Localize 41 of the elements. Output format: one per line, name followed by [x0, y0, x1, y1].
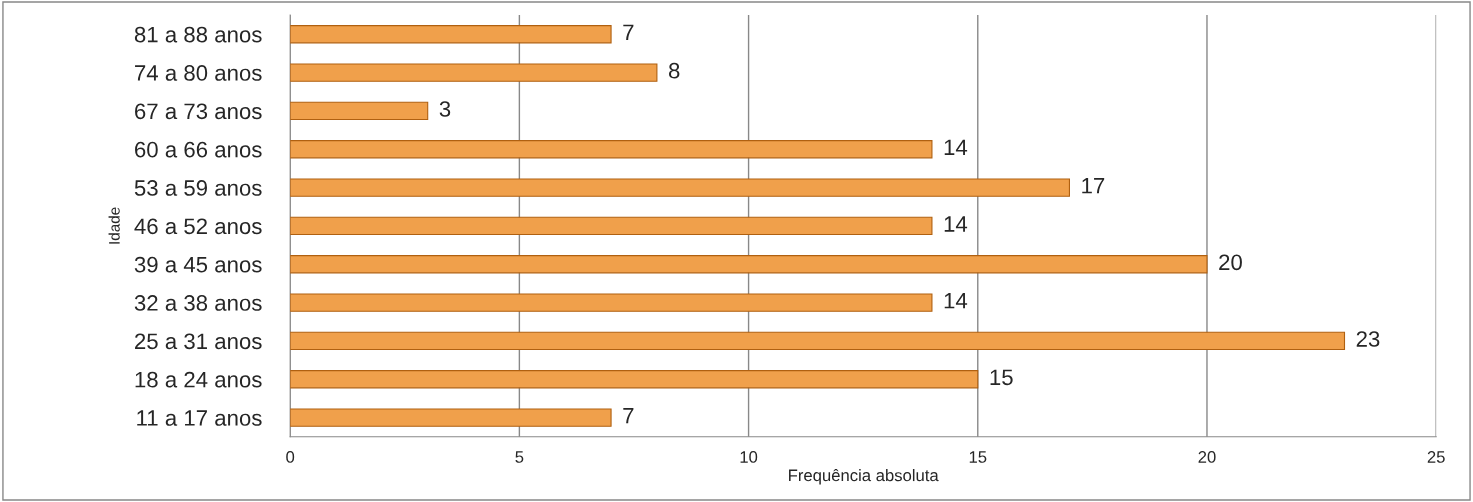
- bar: [290, 216, 933, 236]
- bar: [290, 140, 933, 159]
- data-label: 17: [1082, 178, 1105, 194]
- x-tick-label: 25: [1427, 451, 1445, 463]
- y-tick-label: 18 a 24 anos: [135, 371, 262, 388]
- y-tick-label: 11 a 17 anos: [137, 410, 262, 426]
- y-tick-label: 81 a 88 anos: [134, 26, 262, 43]
- y-tick-label: 60 a 66 anos: [135, 141, 262, 158]
- y-tick-label: 25 a 31 anos: [135, 333, 262, 350]
- data-label: 14: [944, 293, 968, 309]
- y-tick-label: 32 a 38 anos: [134, 295, 262, 311]
- x-axis-title: Frequência absoluta: [789, 468, 939, 485]
- bar: [290, 408, 612, 427]
- data-label: 14: [944, 216, 968, 232]
- y-tick-label: 53 a 59 anos: [134, 180, 262, 196]
- data-label: 23: [1356, 331, 1380, 347]
- y-tick-label: 74 a 80 anos: [135, 65, 262, 81]
- y-tick-label: 46 a 52 anos: [134, 218, 262, 235]
- bar: [290, 101, 429, 121]
- data-label: 3: [439, 101, 451, 117]
- data-label: 8: [668, 62, 680, 79]
- x-tick-label: 10: [740, 451, 758, 463]
- bar: [290, 178, 1071, 197]
- x-tick-label: 20: [1198, 451, 1216, 463]
- x-tick-label: 5: [515, 451, 524, 463]
- bar: [290, 255, 1208, 274]
- data-label: 7: [623, 24, 634, 40]
- x-tick-label: 0: [286, 451, 295, 463]
- data-label: 7: [623, 408, 634, 424]
- y-tick-label: 67 a 73 anos: [135, 103, 262, 120]
- bar: [290, 293, 933, 312]
- data-label: 20: [1219, 254, 1242, 271]
- bar: [290, 370, 979, 389]
- x-tick-label: 15: [969, 451, 987, 463]
- bar: [290, 63, 658, 82]
- data-label: 14: [944, 139, 968, 155]
- y-tick-label: 39 a 45 anos: [134, 256, 262, 273]
- data-label: 15: [990, 369, 1013, 386]
- bar: [290, 25, 612, 44]
- bar: [290, 331, 1346, 351]
- y-axis-title: Idade: [108, 207, 120, 244]
